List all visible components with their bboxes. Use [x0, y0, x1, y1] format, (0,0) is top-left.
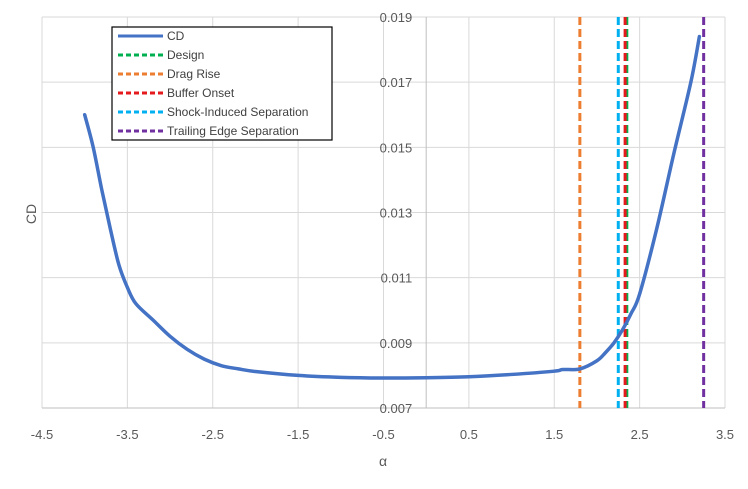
- y-tick-labels: 0.007 0.009 0.011 0.013 0.015 0.017 0.019: [380, 10, 413, 416]
- legend-label: CD: [167, 29, 185, 43]
- y-tick-label: 0.011: [381, 271, 413, 286]
- legend-items: CD Design Drag Rise Buffer Onset Shock-Induc…: [118, 29, 308, 138]
- y-tick-label: 0.009: [380, 336, 413, 351]
- legend-box: [111, 26, 333, 141]
- legend-label: Drag Rise: [167, 67, 221, 81]
- y-tick-label: 0.007: [380, 401, 413, 416]
- x-tick-label: 1.5: [545, 427, 563, 442]
- legend-label: Buffer Onset: [167, 86, 235, 100]
- x-tick-label: 0.5: [460, 427, 478, 442]
- x-tick-label: -1.5: [287, 427, 309, 442]
- x-axis-title: α: [379, 453, 387, 469]
- x-tick-label: -2.5: [202, 427, 224, 442]
- x-tick-label: 3.5: [716, 427, 734, 442]
- y-tick-label: 0.017: [380, 75, 413, 90]
- series-layer: [82, 34, 702, 380]
- series-line-cd: [82, 34, 702, 380]
- legend-label: Design: [167, 48, 204, 62]
- x-tick-label: -3.5: [116, 427, 138, 442]
- legend-label: Trailing Edge Separation: [167, 124, 299, 138]
- zero-axis-layer: [42, 17, 725, 409]
- reference-lines-layer: [578, 17, 706, 408]
- legend-label: Shock-Induced Separation: [167, 105, 308, 119]
- y-tick-label: 0.013: [380, 206, 413, 221]
- y-tick-label: 0.015: [380, 140, 413, 155]
- y-tick-label: 0.019: [380, 10, 413, 25]
- x-tick-label: 2.5: [631, 427, 649, 442]
- x-tick-label: -0.5: [372, 427, 394, 442]
- y-axis-title: CD: [23, 204, 39, 224]
- legend: CD Design Drag Rise Buffer Onset Shock-Induc…: [111, 26, 333, 141]
- x-tick-label: -4.5: [31, 427, 53, 442]
- x-tick-labels: -4.5 -3.5 -2.5 -1.5 -0.5 0.5 1.5 2.5 3.5: [31, 427, 734, 442]
